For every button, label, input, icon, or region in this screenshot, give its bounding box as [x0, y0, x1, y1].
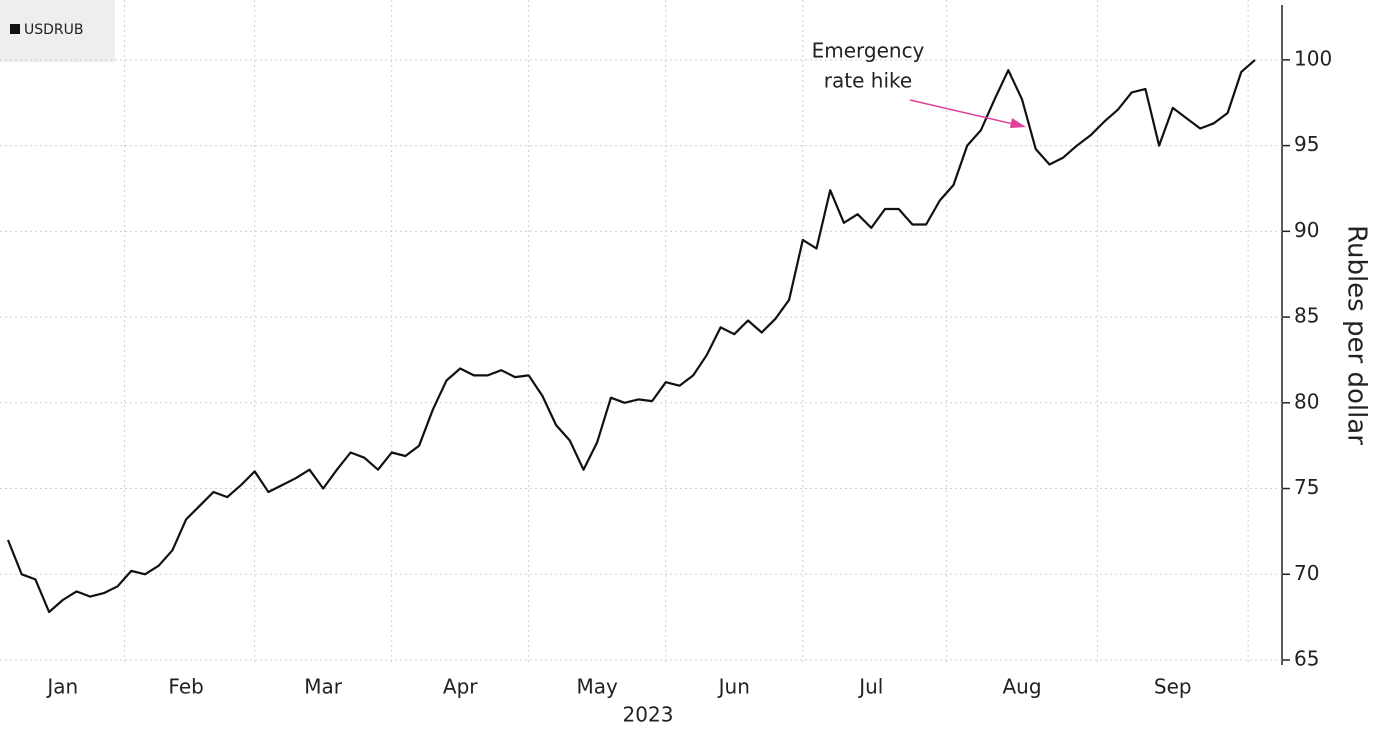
y-tick-label: 75 [1294, 475, 1319, 499]
y-tick-label: 85 [1294, 304, 1319, 328]
y-tick-label: 70 [1294, 561, 1319, 585]
y-tick-label: 90 [1294, 218, 1319, 242]
legend-label: USDRUB [24, 22, 84, 38]
y-tick-label: 95 [1294, 132, 1319, 156]
x-tick-label: Jul [857, 675, 883, 699]
annotation-arrow [909, 99, 1023, 127]
y-tick-label: 80 [1294, 389, 1319, 413]
legend-swatch [10, 24, 20, 34]
x-axis-label: 2023 [623, 703, 674, 727]
x-tick-label: Feb [168, 675, 203, 699]
annotation: Emergency [812, 39, 925, 63]
y-tick-label: 100 [1294, 46, 1332, 70]
x-tick-label: Jan [45, 675, 78, 699]
x-tick-label: May [577, 675, 619, 699]
x-tick-label: Mar [304, 675, 343, 699]
x-tick-label: Sep [1154, 675, 1192, 699]
line [6, 59, 1256, 614]
annotation: rate hike [824, 69, 912, 93]
y-axis-label: Rubles per dollar [1342, 225, 1372, 445]
annotation-arrowhead [1010, 118, 1026, 128]
x-tick-label: Apr [443, 675, 478, 699]
y-tick-label: 65 [1294, 647, 1319, 671]
x-tick-label: Jun [717, 675, 750, 699]
x-tick-label: Aug [1003, 675, 1042, 699]
